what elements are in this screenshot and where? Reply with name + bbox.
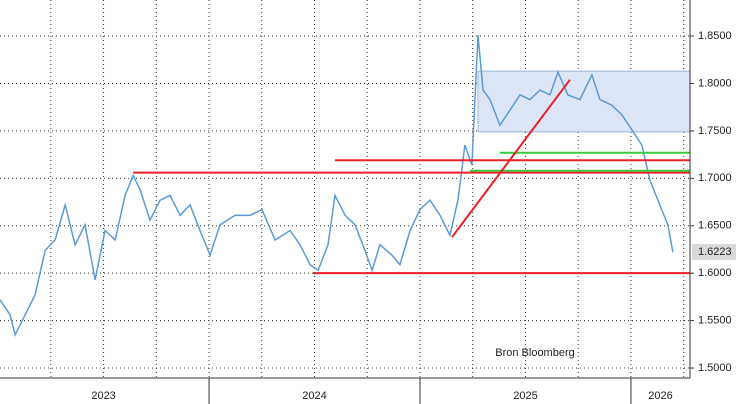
- y-tick-label: 1.6000: [698, 267, 732, 279]
- y-tick-label: 1.7500: [698, 125, 732, 137]
- y-tick-label: 1.8000: [698, 77, 732, 89]
- y-tick-label: 1.7000: [698, 172, 732, 184]
- y-tick-label: 1.8500: [698, 30, 732, 42]
- price-line: [0, 35, 674, 337]
- y-tick-label: 1.6500: [698, 220, 732, 232]
- range-band: [477, 70, 691, 133]
- trend-line: [451, 79, 571, 238]
- y-tick-label: 1.5000: [698, 362, 732, 374]
- last-value-box: [692, 244, 736, 261]
- annotation: Bron Bloomberg: [495, 347, 575, 359]
- last-value-label: 1.6223: [698, 246, 732, 258]
- x-tick-label: 2025: [513, 390, 537, 402]
- x-tick-label: 2024: [302, 390, 326, 402]
- y-tick-label: 1.5500: [698, 315, 732, 327]
- x-tick-label: 2026: [648, 390, 672, 402]
- plot: [0, 35, 691, 337]
- x-tick-label: 2023: [91, 390, 115, 402]
